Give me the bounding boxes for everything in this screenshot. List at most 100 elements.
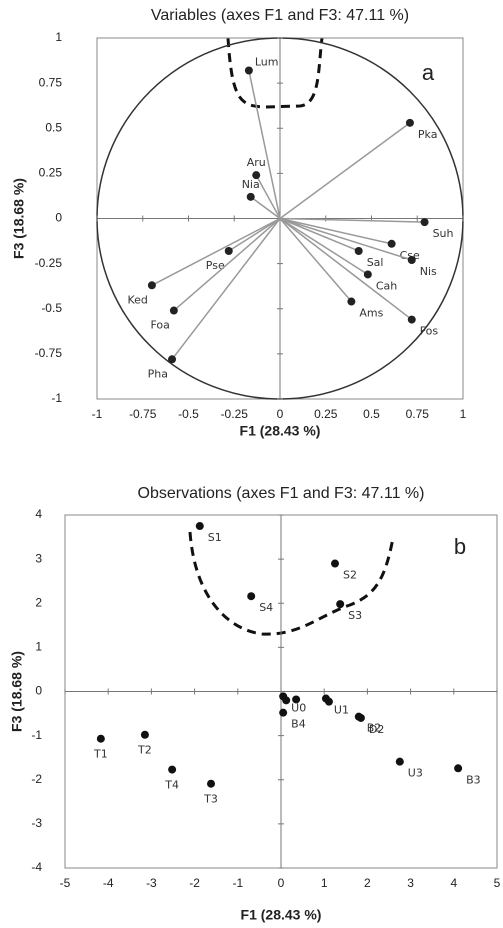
loading-vector: [279, 122, 411, 220]
panel-label: b: [454, 534, 466, 559]
loading-vector: [279, 217, 425, 223]
point: [195, 522, 204, 531]
loading-vector: [279, 217, 369, 276]
loading-vector: [228, 217, 281, 252]
chart-title: Observations (axes F1 and F3: 47.11 %): [138, 485, 425, 502]
x-tick-label: -1: [92, 407, 103, 421]
point: [246, 192, 255, 201]
point: [324, 697, 333, 706]
point: [407, 315, 416, 324]
point-label: S1: [208, 531, 222, 544]
point-label: Ams: [359, 307, 383, 320]
point-label: S4: [259, 601, 273, 614]
x-tick-label: 4: [450, 876, 457, 890]
point: [336, 600, 345, 609]
point-label: S2: [343, 569, 357, 582]
point: [387, 239, 396, 248]
x-tick-label: -4: [103, 876, 114, 890]
x-axis-title: F1 (28.43 %): [240, 423, 321, 439]
point-label: B4: [291, 718, 306, 731]
y-tick-label: -1: [51, 391, 62, 405]
loading-vector: [279, 217, 412, 261]
y-tick-label: 2: [35, 595, 42, 609]
point: [363, 270, 372, 279]
loading-vector: [279, 218, 352, 303]
y-tick-label: 1: [35, 640, 42, 654]
y-tick-label: 0.75: [39, 75, 63, 89]
point: [168, 355, 177, 364]
point: [395, 757, 404, 766]
point-label: U3: [408, 767, 423, 780]
y-axis-title: F3 (18.68 %): [9, 651, 25, 732]
point: [140, 730, 149, 739]
point-label: Nis: [420, 265, 437, 278]
x-tick-label: 2: [364, 876, 371, 890]
point-label: Nia: [242, 178, 260, 191]
point-label: U1: [334, 704, 349, 717]
point: [207, 779, 216, 788]
x-tick-label: -1: [232, 876, 243, 890]
y-tick-label: -0.25: [35, 256, 63, 270]
dashed-boundary: [226, 37, 324, 109]
point-label: Pha: [148, 367, 168, 380]
x-tick-label: -0.5: [178, 407, 199, 421]
x-tick-label: 0.75: [406, 407, 430, 421]
point: [96, 734, 105, 743]
loading-vector: [173, 217, 281, 312]
point-label: T2: [137, 744, 152, 757]
x-tick-label: 0: [278, 876, 285, 890]
y-tick-label: 1: [55, 30, 62, 44]
y-tick-label: 0: [35, 684, 42, 698]
y-tick-label: 3: [35, 551, 42, 565]
point: [356, 713, 365, 722]
y-tick-label: 4: [35, 507, 42, 521]
point: [224, 246, 233, 255]
y-tick-label: 0: [55, 211, 62, 225]
x-tick-label: 5: [494, 876, 501, 890]
x-tick-label: -3: [146, 876, 157, 890]
loading-vector: [250, 196, 281, 220]
y-axis-title: F3 (18.68 %): [11, 178, 27, 259]
point: [407, 256, 416, 265]
point: [405, 118, 414, 127]
point: [247, 592, 256, 601]
y-tick-label: -4: [31, 860, 42, 874]
point-label: T4: [164, 779, 179, 792]
x-tick-label: -0.75: [129, 407, 157, 421]
x-axis-title: F1 (28.43 %): [241, 907, 322, 923]
x-tick-label: 0.25: [314, 407, 338, 421]
x-tick-label: -2: [189, 876, 200, 890]
point-label: B2: [367, 722, 382, 735]
x-tick-label: 0: [277, 407, 284, 421]
x-tick-label: 0.5: [363, 407, 380, 421]
point-label: Foa: [150, 319, 169, 332]
panel-label: a: [422, 60, 435, 85]
point-label: Ked: [127, 293, 147, 306]
y-tick-label: -0.75: [35, 346, 63, 360]
dashed-boundary: [188, 531, 395, 636]
y-tick-label: -1: [31, 728, 42, 742]
y-tick-label: -3: [31, 816, 42, 830]
point: [454, 764, 463, 773]
point-label: D2: [369, 723, 384, 736]
point: [169, 306, 178, 315]
point-label: Fos: [420, 325, 439, 338]
point: [252, 171, 261, 180]
x-tick-label: -5: [60, 876, 71, 890]
point-label: Cah: [376, 279, 397, 292]
point-label: Sal: [367, 256, 384, 269]
point-label: Suh: [433, 227, 454, 240]
loading-vector: [255, 174, 281, 219]
point-label: T3: [203, 793, 218, 806]
point: [347, 297, 356, 306]
loading-vector: [248, 70, 281, 219]
loading-vector: [279, 217, 413, 321]
point: [147, 281, 156, 290]
x-tick-label: 1: [460, 407, 467, 421]
point-label: Aru: [247, 156, 266, 169]
x-tick-label: -0.25: [221, 407, 249, 421]
x-tick-label: 1: [321, 876, 328, 890]
loading-vector: [171, 218, 281, 360]
y-tick-label: 0.5: [45, 120, 62, 134]
